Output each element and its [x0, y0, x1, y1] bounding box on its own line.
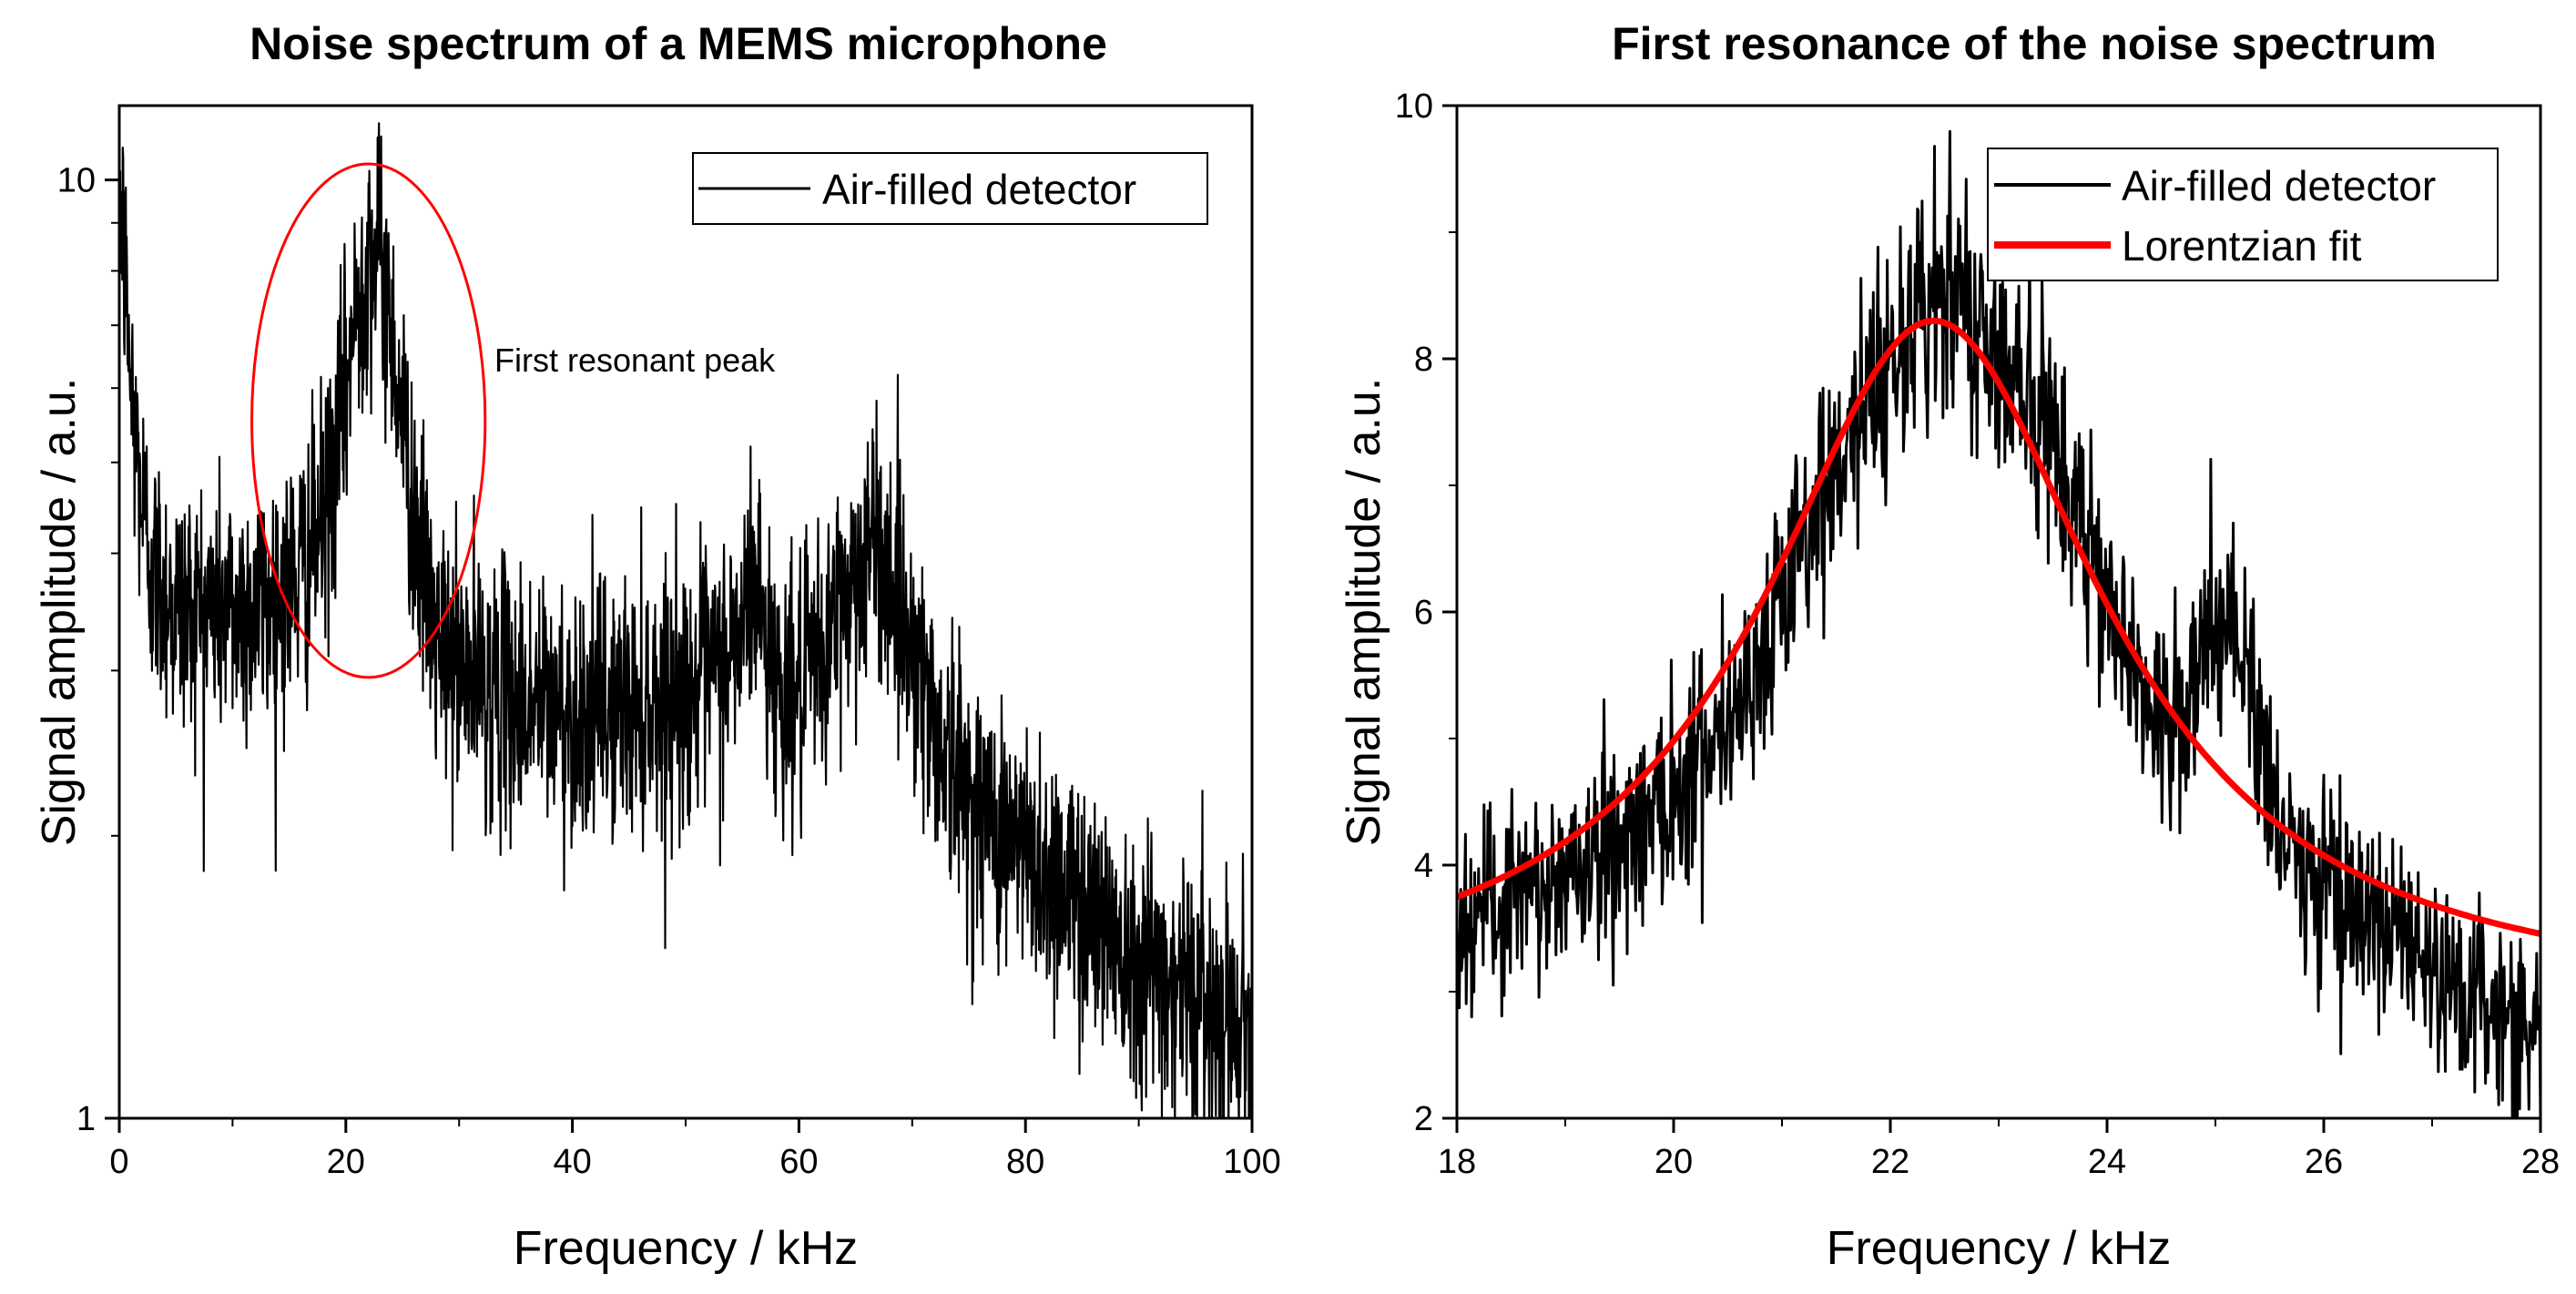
legend-label-air-filled-detector: Air-filled detector: [2122, 162, 2436, 209]
y-tick-label: 2: [1414, 1100, 1433, 1138]
x-tick-label: 20: [327, 1143, 365, 1181]
y-tick-label: 4: [1414, 847, 1433, 885]
annotation-ellipse: [250, 162, 487, 679]
chart-first-resonance: First resonance of the noise spectrum 18…: [1338, 18, 2560, 1275]
x-axis-ticks: 18 20 22 24 26 28: [1438, 1118, 2560, 1181]
annotation-label: First resonant peak: [494, 341, 776, 379]
x-axis-label: Frequency / kHz: [1827, 1222, 2172, 1275]
x-axis-label: Frequency / kHz: [514, 1222, 859, 1275]
x-tick-label: 100: [1223, 1143, 1280, 1181]
series-line-air-filled-detector: [1457, 129, 2540, 1118]
x-tick-label: 40: [553, 1143, 591, 1181]
x-tick-label: 60: [779, 1143, 818, 1181]
x-tick-label: 24: [2088, 1143, 2126, 1181]
y-axis-ticks: 2 4 6 8 10: [1395, 87, 1457, 1138]
chart-title: First resonance of the noise spectrum: [1612, 18, 2437, 69]
y-axis-label: Signal amplitude / a.u.: [1338, 378, 1390, 847]
legend-box: [1987, 148, 2499, 281]
legend: Air-filled detector Lorentzian fit: [1987, 148, 2499, 281]
x-tick-label: 26: [2305, 1143, 2343, 1181]
x-tick-label: 18: [1438, 1143, 1476, 1181]
y-tick-label: 10: [57, 162, 96, 200]
y-tick-label: 10: [1395, 87, 1433, 126]
series-line-air-filled-detector: [119, 106, 1252, 1118]
annotation: First resonant peak: [250, 162, 776, 679]
legend-label-lorentzian-fit: Lorentzian fit: [2122, 222, 2362, 270]
legend: Air-filled detector: [692, 152, 1208, 225]
y-tick-label: 8: [1414, 341, 1433, 379]
chart-title: Noise spectrum of a MEMS microphone: [249, 18, 1107, 69]
y-tick-label: 1: [76, 1100, 96, 1138]
series-line-lorentzian-fit: [1457, 317, 2540, 937]
y-tick-label: 6: [1414, 594, 1433, 632]
x-tick-label: 22: [1871, 1143, 1909, 1181]
x-tick-label: 0: [109, 1143, 128, 1181]
x-tick-label: 80: [1006, 1143, 1044, 1181]
x-tick-label: 28: [2521, 1143, 2560, 1181]
plot-area: 0 20 40 60 80 100 1 10: [57, 104, 1281, 1181]
y-axis-ticks: 1 10: [57, 162, 119, 1138]
x-tick-label: 20: [1655, 1143, 1693, 1181]
legend-label-air-filled-detector: Air-filled detector: [822, 166, 1136, 213]
y-axis-label: Signal amplitude / a.u.: [33, 378, 86, 847]
chart-noise-spectrum: Noise spectrum of a MEMS microphone 0 20 4…: [33, 18, 1281, 1275]
x-axis-ticks: 0 20 40 60 80 100: [109, 1118, 1281, 1181]
